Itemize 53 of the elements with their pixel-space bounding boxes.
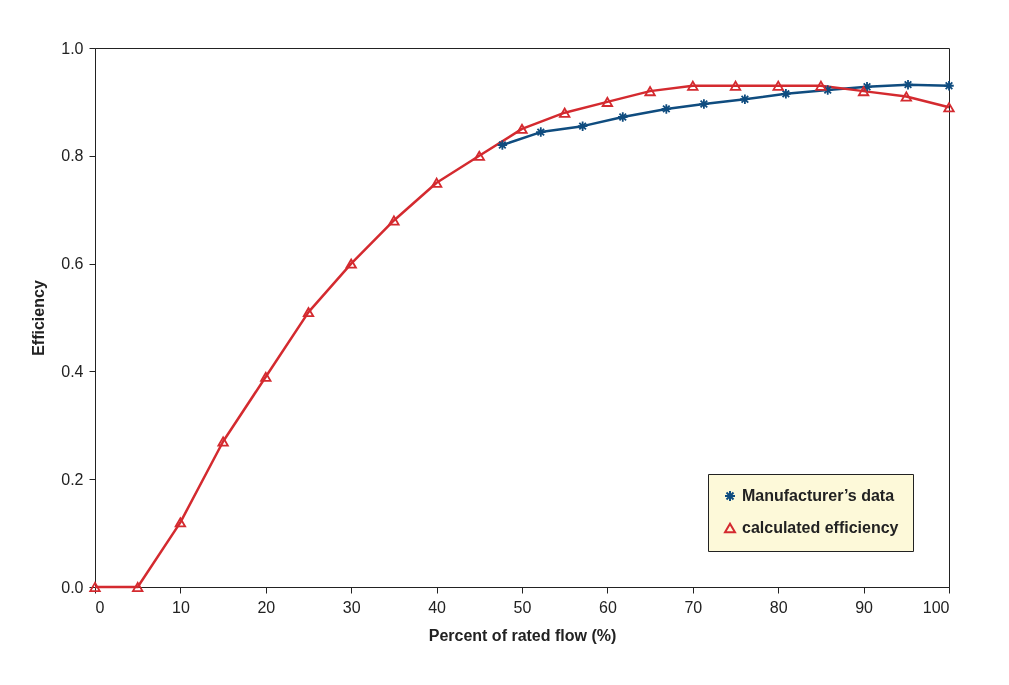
point bbox=[822, 84, 834, 96]
point bbox=[902, 79, 914, 91]
legend-label: calculated efficiency bbox=[742, 519, 899, 536]
point bbox=[739, 93, 751, 105]
x-tick-label: 40 bbox=[428, 598, 447, 616]
point bbox=[601, 96, 614, 107]
point bbox=[687, 80, 699, 91]
point bbox=[559, 107, 571, 118]
y-tick-label: 0.2 bbox=[61, 470, 84, 488]
point bbox=[516, 123, 528, 134]
y-tick-label: 1.0 bbox=[61, 39, 84, 57]
x-tick-label: 60 bbox=[599, 598, 617, 616]
point bbox=[644, 86, 656, 97]
point bbox=[388, 215, 400, 226]
point bbox=[698, 98, 710, 110]
point bbox=[943, 80, 955, 92]
point bbox=[943, 102, 955, 113]
y-tick-label: 0.4 bbox=[61, 362, 84, 380]
point bbox=[473, 150, 485, 161]
point bbox=[302, 307, 315, 318]
point bbox=[857, 86, 870, 97]
x-axis-title: Percent of rated flow (%) bbox=[428, 626, 617, 644]
point bbox=[132, 581, 144, 593]
x-tick-label: 0 bbox=[95, 598, 105, 616]
point bbox=[780, 88, 792, 100]
x-tick-label: 30 bbox=[342, 598, 361, 616]
point bbox=[900, 91, 912, 102]
x-tick-label: 90 bbox=[855, 598, 874, 616]
x-tick-label: 100 bbox=[922, 598, 950, 616]
point bbox=[617, 111, 629, 123]
point bbox=[430, 177, 443, 188]
y-axis-title: Efficiency bbox=[30, 280, 48, 356]
point bbox=[260, 371, 272, 382]
point bbox=[217, 436, 229, 447]
y-tick-label: 0.0 bbox=[61, 578, 84, 596]
y-tick-label: 0.8 bbox=[61, 147, 84, 165]
x-tick-label: 10 bbox=[172, 598, 190, 616]
point bbox=[174, 517, 187, 528]
point bbox=[89, 581, 101, 593]
point bbox=[496, 139, 508, 151]
x-tick-label: 80 bbox=[769, 598, 788, 616]
point bbox=[576, 120, 589, 132]
point bbox=[815, 80, 827, 91]
x-tick-label: 20 bbox=[257, 598, 276, 616]
x-tick-label: 50 bbox=[513, 598, 532, 616]
point bbox=[772, 80, 784, 91]
point bbox=[535, 126, 547, 138]
point bbox=[660, 103, 672, 115]
x-tick-label: 70 bbox=[684, 598, 703, 616]
point bbox=[729, 80, 742, 91]
y-tick-label: 0.6 bbox=[61, 255, 84, 273]
legend-label: Manufacturer’s data bbox=[742, 487, 895, 504]
point bbox=[345, 258, 357, 269]
